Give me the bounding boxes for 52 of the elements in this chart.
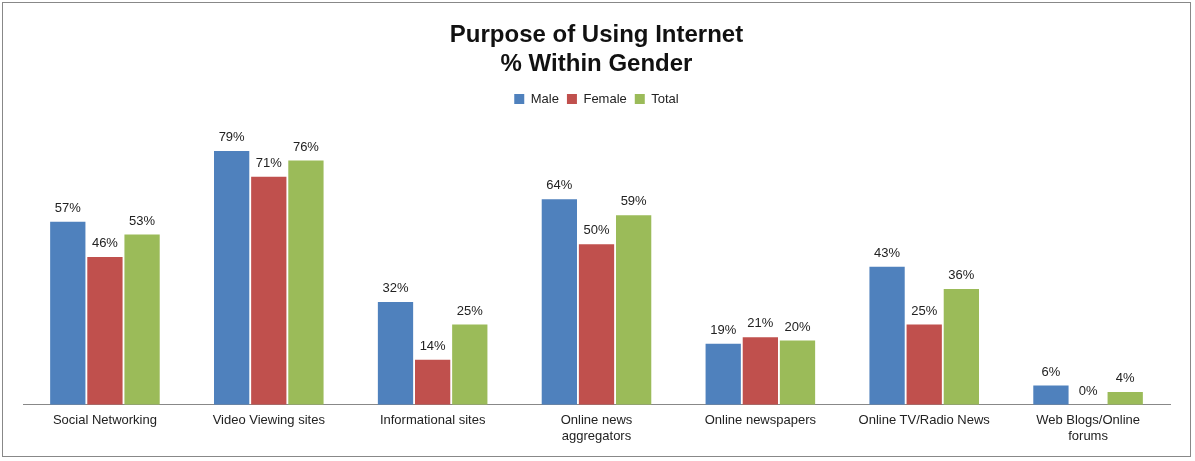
data-label: 79% [218,129,246,145]
data-label: 53% [129,212,156,228]
data-label: 0% [1078,382,1098,398]
bar [869,266,905,405]
x-tick-label: Online TV/Radio News [858,412,991,428]
bar [1033,385,1069,405]
data-label: 14% [419,337,447,353]
data-label: 76% [292,138,320,154]
bar [251,176,287,405]
bar [1107,391,1143,405]
data-label: 57% [54,199,82,215]
data-label: 25% [911,302,938,318]
bar [578,244,615,405]
legend-label: Female [583,90,627,106]
bar [124,234,160,405]
data-label: 6% [1041,363,1061,379]
x-tick-label: Informational sites [379,412,486,428]
data-label: 46% [91,235,119,251]
legend-label: Total [651,90,679,106]
data-label: 20% [784,318,811,334]
x-tick-label: Online news aggregators [560,412,633,443]
bar [50,221,86,405]
bar [288,160,324,405]
data-label: 4% [1115,370,1136,386]
data-label: 50% [583,222,610,238]
bar [742,337,778,405]
bar [779,340,816,405]
data-label: 71% [255,154,283,170]
data-label: 32% [382,280,409,296]
bar [541,199,577,405]
x-tick-label: Web Blogs/Online forums [1036,412,1140,443]
bar [415,359,451,405]
x-tick-label: Video Viewing sites [212,412,326,428]
data-label: 36% [948,267,975,283]
bar [705,343,741,405]
legend-label: Male [530,90,559,106]
bar [452,324,488,405]
x-tick-label: Online newspapers [704,412,817,428]
chart-title: Purpose of Using Internet % Within Gender [449,20,744,76]
data-label: 64% [546,177,573,193]
bar [377,301,414,405]
bar [87,256,123,405]
bar [943,289,979,405]
bar [616,215,652,405]
data-label: 21% [747,315,774,331]
data-label: 19% [710,321,737,337]
bar [214,150,250,405]
data-label: 59% [620,193,648,209]
x-tick-label: Social Networking [52,412,157,428]
bar [906,324,942,405]
data-label: 25% [456,302,484,318]
data-label: 43% [874,244,901,260]
